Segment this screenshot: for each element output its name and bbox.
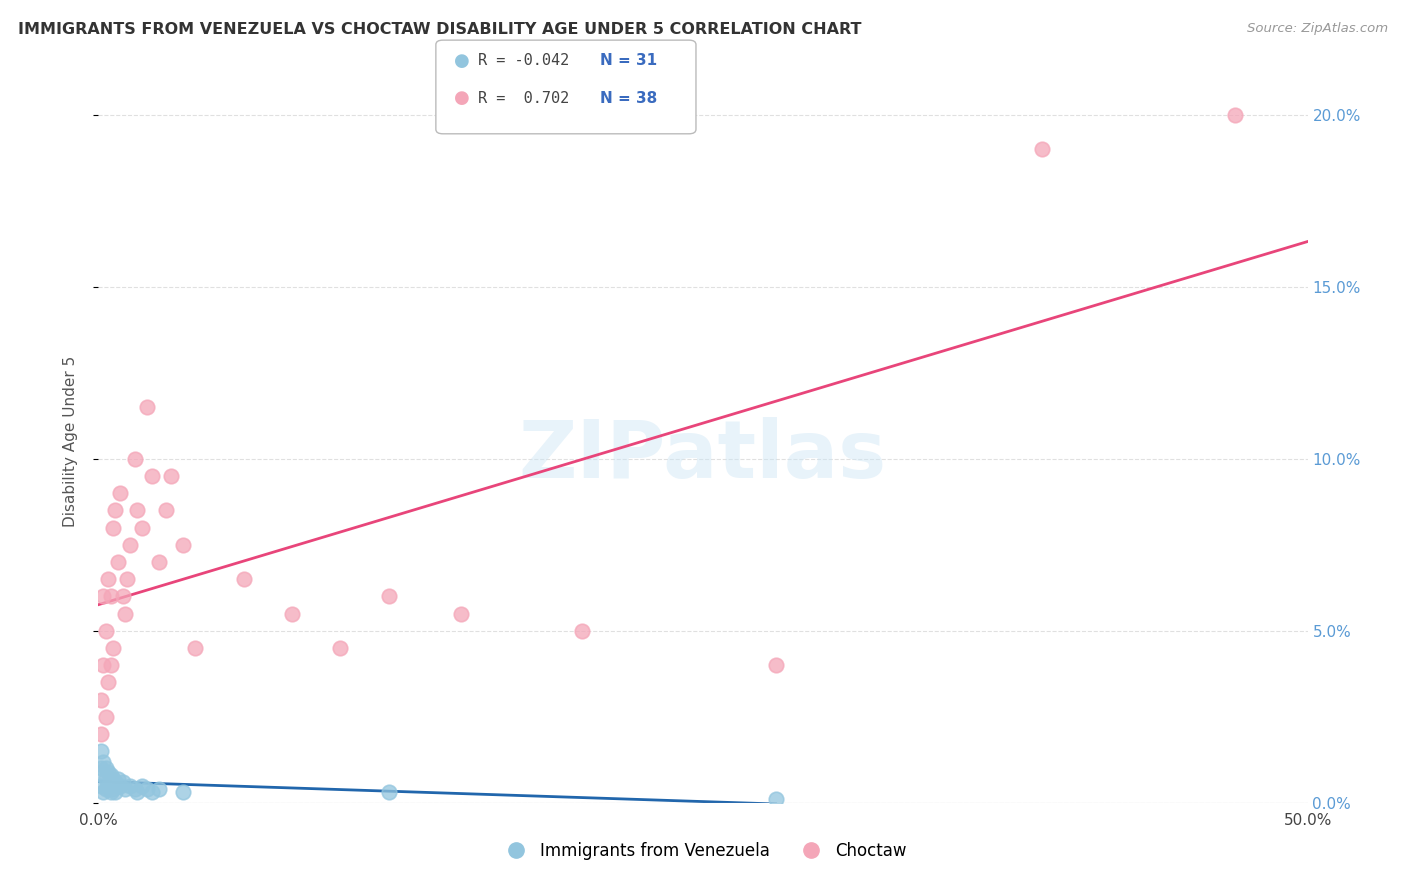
Point — [94, 772, 117, 786]
Point — [765, 792, 787, 806]
Text: R =  0.702: R = 0.702 — [478, 91, 569, 105]
Point — [124, 451, 146, 466]
Point — [91, 658, 114, 673]
Point — [155, 503, 177, 517]
Point — [172, 538, 194, 552]
Point — [94, 624, 117, 638]
Point — [104, 775, 127, 789]
Point — [131, 520, 153, 534]
Text: ●: ● — [454, 89, 470, 107]
Y-axis label: Disability Age Under 5: Disability Age Under 5 — [63, 356, 77, 527]
Point — [94, 761, 117, 775]
Point — [127, 785, 149, 799]
Text: N = 31: N = 31 — [600, 54, 658, 68]
Point — [281, 607, 304, 621]
Point — [124, 782, 146, 797]
Point — [90, 779, 112, 793]
Point — [100, 785, 122, 799]
Text: ●: ● — [454, 52, 470, 70]
Legend: Immigrants from Venezuela, Choctaw: Immigrants from Venezuela, Choctaw — [494, 836, 912, 867]
Point — [148, 782, 170, 797]
Point — [1031, 142, 1053, 156]
Point — [101, 772, 124, 786]
Point — [184, 640, 207, 655]
Point — [232, 572, 254, 586]
Point — [160, 469, 183, 483]
Text: Source: ZipAtlas.com: Source: ZipAtlas.com — [1247, 22, 1388, 36]
Point — [90, 727, 112, 741]
Point — [148, 555, 170, 569]
Point — [101, 782, 124, 797]
Point — [141, 785, 163, 799]
Point — [90, 761, 112, 775]
Point — [91, 590, 114, 604]
Point — [90, 744, 112, 758]
Text: N = 38: N = 38 — [600, 91, 658, 105]
Point — [91, 785, 114, 799]
Text: IMMIGRANTS FROM VENEZUELA VS CHOCTAW DISABILITY AGE UNDER 5 CORRELATION CHART: IMMIGRANTS FROM VENEZUELA VS CHOCTAW DIS… — [18, 22, 862, 37]
Point — [765, 658, 787, 673]
Point — [94, 710, 117, 724]
Point — [90, 692, 112, 706]
Point — [377, 590, 399, 604]
Point — [1223, 108, 1246, 122]
Point — [101, 520, 124, 534]
Point — [100, 768, 122, 782]
Point — [100, 590, 122, 604]
Point — [101, 640, 124, 655]
Point — [108, 779, 131, 793]
Point — [117, 572, 139, 586]
Point — [104, 785, 127, 799]
Point — [104, 503, 127, 517]
Point — [111, 590, 134, 604]
Point — [97, 675, 120, 690]
Point — [97, 764, 120, 779]
Point — [571, 624, 593, 638]
Point — [91, 768, 114, 782]
Point — [172, 785, 194, 799]
Point — [141, 469, 163, 483]
Point — [118, 779, 141, 793]
Point — [100, 658, 122, 673]
Point — [107, 772, 129, 786]
Point — [114, 607, 136, 621]
Point — [377, 785, 399, 799]
Text: R = -0.042: R = -0.042 — [478, 54, 569, 68]
Point — [111, 775, 134, 789]
Point — [107, 555, 129, 569]
Point — [97, 572, 120, 586]
Point — [131, 779, 153, 793]
Point — [135, 400, 157, 414]
Point — [108, 486, 131, 500]
Point — [118, 538, 141, 552]
Point — [97, 779, 120, 793]
Point — [135, 782, 157, 797]
Point — [127, 503, 149, 517]
Point — [91, 755, 114, 769]
Point — [94, 782, 117, 797]
Point — [450, 607, 472, 621]
Point — [329, 640, 352, 655]
Text: ZIPatlas: ZIPatlas — [519, 417, 887, 495]
Point — [114, 782, 136, 797]
